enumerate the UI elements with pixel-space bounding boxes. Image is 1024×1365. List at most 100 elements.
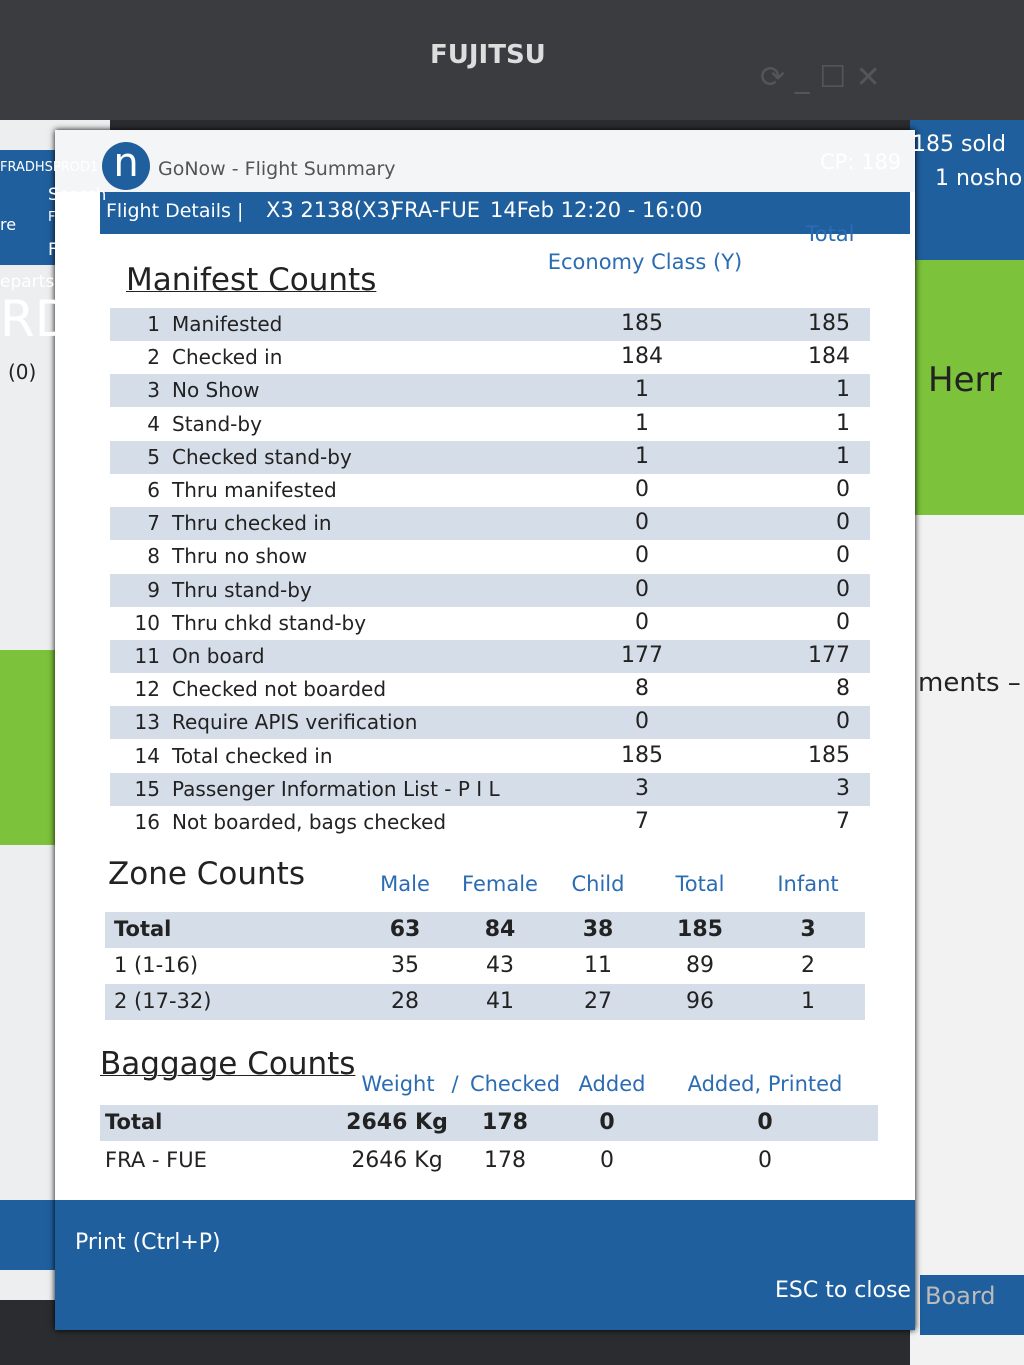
zone-value: 43 [486, 953, 514, 978]
zone-value: 84 [484, 917, 516, 942]
row-number: 16 [134, 810, 160, 834]
row-label: 1 (1-16) [114, 953, 199, 977]
column-header: / [451, 1072, 459, 1096]
row-label: Thru no show [172, 544, 308, 569]
row-label: Checked in [172, 345, 283, 370]
row-stripe [110, 640, 870, 673]
section-title: Manifest Counts [126, 262, 377, 298]
column-header: Infant [777, 872, 839, 896]
row-stripe [110, 507, 870, 541]
row-stripe [110, 706, 870, 740]
background-text: RDIN [0, 290, 110, 348]
background-text: 185 sold [912, 132, 1006, 157]
title-bar [55, 130, 915, 192]
row-label: Not boarded, bags checked [172, 810, 447, 834]
row-stripe [105, 984, 865, 1020]
economy-value: 1 [635, 443, 649, 469]
row-stripe [110, 440, 870, 474]
total-value: 185 [808, 311, 850, 336]
zone-value: 89 [686, 953, 714, 978]
row-label: FRA - FUE [105, 1148, 207, 1172]
flight-number: X3 2138(X3) [266, 198, 398, 222]
row-number: 10 [134, 610, 160, 635]
economy-value: 185 [621, 742, 663, 768]
row-label: Checked stand-by [172, 444, 352, 469]
total-value: 0 [836, 576, 850, 602]
total-value: 185 [808, 742, 850, 768]
brand: FUJITSU [430, 40, 546, 70]
baggage-value: 0 [757, 1110, 773, 1135]
bezel [0, 0, 1024, 120]
baggage-value: 178 [482, 1110, 528, 1135]
zone-value: 3 [800, 917, 816, 942]
row-label: Stand-by [172, 411, 262, 436]
date-time: 14Feb 12:20 - 16:00 [490, 198, 703, 222]
background-text: 1 nosho [935, 166, 1023, 191]
economy-value: 1 [635, 410, 649, 436]
row-stripe [100, 1105, 878, 1141]
zone-value: 35 [391, 953, 419, 978]
total-value: 0 [836, 609, 850, 635]
row-number: 8 [147, 544, 160, 569]
footer [55, 1200, 915, 1330]
right-blue [910, 120, 1024, 260]
cp: CP: 189 [820, 150, 902, 174]
economy-value: 177 [621, 643, 663, 668]
economy-value: 0 [635, 543, 649, 569]
economy-value: 0 [635, 609, 649, 635]
background-text: Herr [928, 360, 1002, 400]
zone-value: 2 [801, 953, 815, 978]
total-value: 184 [808, 344, 850, 370]
flight-label: Flight Details | [106, 200, 244, 222]
background-text: re [0, 215, 17, 234]
column-header: Checked [469, 1072, 561, 1096]
row-number: 2 [147, 345, 160, 370]
close-hint[interactable]: ESC to close [775, 1278, 911, 1303]
column-header: Female [462, 872, 538, 896]
background-text: (0) [8, 360, 37, 384]
total-value: 3 [836, 775, 850, 801]
row-label: Thru manifested [172, 478, 337, 502]
economy-value: 185 [621, 311, 663, 336]
row-label: Total [114, 917, 172, 941]
total-value: 1 [836, 443, 850, 469]
column-header: Economy Class (Y) [547, 250, 743, 274]
logo: n [102, 142, 150, 190]
row-label: On board [172, 644, 265, 668]
row-label: 2 (17-32) [114, 989, 212, 1013]
total-value: 1 [836, 410, 850, 436]
row-label: Thru stand-by [172, 577, 312, 602]
total-value: 0 [836, 543, 850, 569]
column-header: Male [380, 872, 430, 896]
zone-value: 27 [584, 989, 612, 1014]
route: FRA-FUE [392, 198, 481, 222]
zone-value: 1 [801, 989, 815, 1014]
section-title: Baggage Counts [100, 1046, 356, 1082]
total-value: 0 [836, 510, 850, 536]
print-button[interactable]: Print (Ctrl+P) [75, 1230, 221, 1255]
economy-value: 7 [635, 809, 649, 834]
flight-bar [100, 192, 910, 234]
background-text: FRADHSPROD1 [0, 160, 99, 175]
row-number: 5 [147, 444, 160, 469]
window-controls[interactable]: ⟳ _ ☐ ✕ [760, 60, 881, 95]
row-number: 11 [134, 644, 160, 668]
row-number: 4 [147, 411, 160, 436]
column-header: Total [805, 222, 855, 246]
row-number: 13 [134, 710, 160, 735]
background-text: F2 [48, 210, 64, 225]
row-stripe [110, 374, 870, 408]
column-header: Child [571, 872, 625, 896]
row-number: 9 [147, 577, 160, 602]
row-number: 3 [147, 378, 160, 403]
section-title: Zone Counts [108, 856, 305, 892]
row-label: Passenger Information List - P I L [172, 776, 500, 801]
row-stripe [110, 573, 870, 607]
zone-value: 28 [391, 989, 419, 1014]
baggage-value: 178 [484, 1148, 526, 1173]
total-value: 0 [836, 709, 850, 735]
row-number: 15 [134, 776, 160, 801]
total-value: 1 [836, 377, 850, 403]
